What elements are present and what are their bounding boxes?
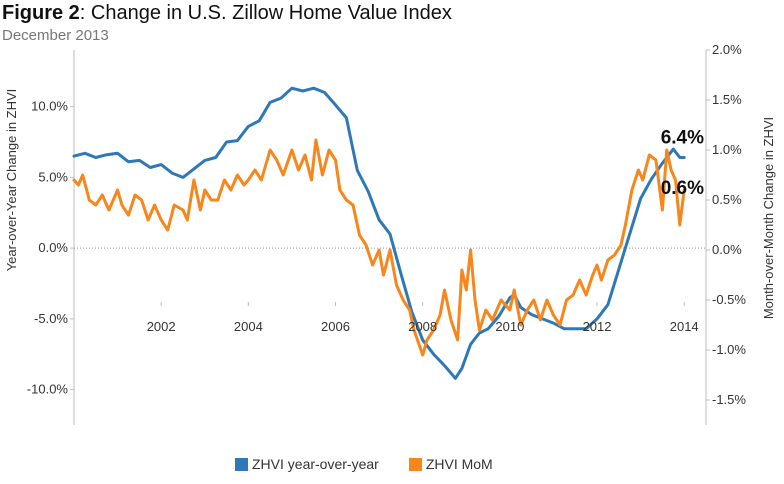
annotations: 6.4% 0.6% bbox=[661, 128, 704, 199]
y-right-tick-label: 0.5% bbox=[712, 192, 742, 207]
y-right-tick-label: 2.0% bbox=[712, 42, 742, 57]
chart-subtitle: December 2013 bbox=[2, 27, 109, 44]
x-tick-label: 2008 bbox=[408, 319, 437, 334]
y-right-tick-label: -1.5% bbox=[712, 392, 746, 407]
x-tick-label: 2004 bbox=[234, 319, 263, 334]
series-line-mom bbox=[72, 138, 686, 357]
y-right-tick-label: -0.5% bbox=[712, 292, 746, 307]
y-left-axis-title: Year-over-Year Change in ZHVI bbox=[4, 89, 19, 272]
y-right-tick-label: 1.5% bbox=[712, 92, 742, 107]
axes bbox=[70, 49, 710, 425]
y-left-tick-label: 0.0% bbox=[38, 240, 68, 255]
y-left-tick-label: 10.0% bbox=[31, 99, 68, 114]
y-right-tick-label: 0.0% bbox=[712, 242, 742, 257]
y-left-tick-label: -5.0% bbox=[34, 311, 68, 326]
figure-label: Figure 2 bbox=[2, 2, 80, 24]
chart-title: Figure 2: Change in U.S. Zillow Home Val… bbox=[2, 2, 452, 25]
x-tick-label: 2002 bbox=[147, 319, 176, 334]
title-text: : Change in U.S. Zillow Home Value Index bbox=[79, 2, 452, 24]
legend-item-yoy[interactable]: ZHVI year-over-year bbox=[235, 456, 379, 472]
y-left-tick-label: -10.0% bbox=[27, 382, 69, 397]
x-tick-label: 2012 bbox=[583, 319, 612, 334]
annotation-yoy: 6.4% bbox=[661, 128, 704, 149]
legend-item-mom[interactable]: ZHVI MoM bbox=[408, 456, 493, 472]
legend-swatch-yoy bbox=[235, 457, 248, 471]
x-tick-label: 2014 bbox=[670, 319, 699, 334]
x-tick-label: 2010 bbox=[495, 319, 524, 334]
y-left-tick-label: 5.0% bbox=[38, 169, 68, 184]
y-right-axis-title: Month-over-Month Change in ZHVI bbox=[761, 117, 776, 319]
y-right-tick-label: -1.0% bbox=[712, 342, 746, 357]
series-line-yoy bbox=[72, 86, 686, 380]
legend-label-mom: ZHVI MoM bbox=[425, 456, 493, 472]
legend-label-yoy: ZHVI year-over-year bbox=[252, 456, 379, 472]
legend-swatch-mom bbox=[408, 457, 422, 471]
tick-labels: 10.0% 5.0% 0.0% -5.0% -10.0% 2.0% 1.5% 1.0% 0.5%… bbox=[4, 42, 776, 407]
legend: ZHVI year-over-year ZHVI MoM bbox=[235, 456, 493, 472]
series-lines bbox=[72, 86, 686, 380]
annotation-mom: 0.6% bbox=[661, 178, 704, 199]
x-tick-label: 2006 bbox=[321, 319, 350, 334]
y-right-tick-label: 1.0% bbox=[712, 142, 742, 157]
